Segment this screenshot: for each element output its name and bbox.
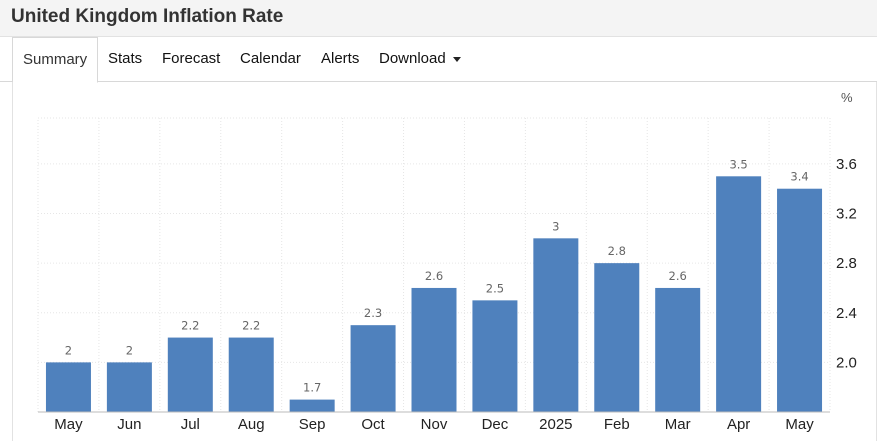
data-label: 2 — [126, 343, 133, 357]
data-label: 1.7 — [303, 381, 321, 395]
tab-alerts[interactable]: Alerts — [321, 50, 360, 67]
label-layer: 2 2 2.2 2.2 1.7 2.3 2.6 2.5 3 2.8 2.6 3.5 3.4 — [65, 157, 809, 394]
x-tick-label: Jul — [181, 416, 200, 433]
y-tick-label: 2.8 — [836, 255, 857, 272]
tab-stats[interactable]: Stats — [108, 50, 143, 67]
data-label: 3.4 — [790, 170, 808, 184]
x-tick-label: Nov — [421, 416, 448, 433]
bar — [289, 399, 335, 412]
data-label: 2.2 — [242, 319, 260, 333]
tab-summary[interactable]: Summary — [12, 37, 99, 83]
bar — [533, 238, 579, 412]
bar-layer — [45, 176, 823, 412]
bar — [167, 337, 213, 412]
page-title: United Kingdom Inflation Rate — [11, 6, 284, 27]
bar — [594, 263, 640, 412]
x-tick-label: Dec — [482, 416, 509, 433]
x-tick-label: May — [785, 416, 814, 433]
tab-calendar[interactable]: Calendar — [240, 50, 301, 67]
y-tick-label: 2.0 — [836, 354, 857, 371]
data-label: 2.6 — [669, 269, 687, 283]
x-tick-label: Aug — [238, 416, 265, 433]
grid-layer — [37, 117, 831, 413]
y-tick-label: 3.2 — [836, 206, 857, 223]
x-tick-label: Oct — [361, 416, 385, 433]
tab-forecast[interactable]: Forecast — [162, 50, 221, 67]
caret-down-icon — [452, 56, 461, 62]
bar — [716, 176, 762, 412]
bar — [472, 300, 518, 412]
bar — [655, 287, 701, 412]
data-label: 2.6 — [425, 269, 443, 283]
inflation-bar-chart: 2 2 2.2 2.2 1.7 2.3 2.6 2.5 3 2.8 2.6 3.5 3.4 2.0 2.4… — [37, 90, 857, 433]
data-label: 2.8 — [608, 244, 626, 258]
title-bar: United Kingdom Inflation Rate — [0, 0, 877, 37]
data-label: 2 — [65, 343, 72, 357]
data-label: 2.2 — [181, 319, 199, 333]
x-tick-label: 2025 — [539, 416, 572, 433]
panel-left-border — [12, 82, 13, 441]
axis-layer: 2.0 2.4 2.8 3.2 3.6% May Jun Jul Aug Sep Oct Nov Dec… — [38, 90, 857, 433]
bar — [228, 337, 274, 412]
tab-bar: Summary Stats Forecast Calendar Alerts D… — [0, 37, 877, 83]
bar — [777, 188, 823, 412]
data-label: 3.5 — [729, 157, 747, 171]
data-label: 2.3 — [364, 306, 382, 320]
x-tick-label: Apr — [727, 416, 750, 433]
y-tick-label: 3.6 — [836, 156, 857, 173]
tab-download-label: Download — [379, 50, 446, 67]
bar — [106, 362, 152, 412]
data-label: 2.5 — [486, 281, 504, 295]
x-tick-label: Jun — [117, 416, 141, 433]
y-unit-label: % — [841, 90, 853, 105]
data-label: 3 — [552, 219, 559, 233]
tab-download[interactable]: Download — [379, 37, 461, 82]
x-tick-label: Mar — [665, 416, 691, 433]
x-tick-label: Feb — [604, 416, 630, 433]
y-tick-label: 2.4 — [836, 305, 857, 322]
bar — [411, 287, 457, 412]
x-tick-label: May — [54, 416, 83, 433]
bar — [350, 325, 396, 412]
bar — [45, 362, 91, 412]
x-tick-label: Sep — [299, 416, 326, 433]
